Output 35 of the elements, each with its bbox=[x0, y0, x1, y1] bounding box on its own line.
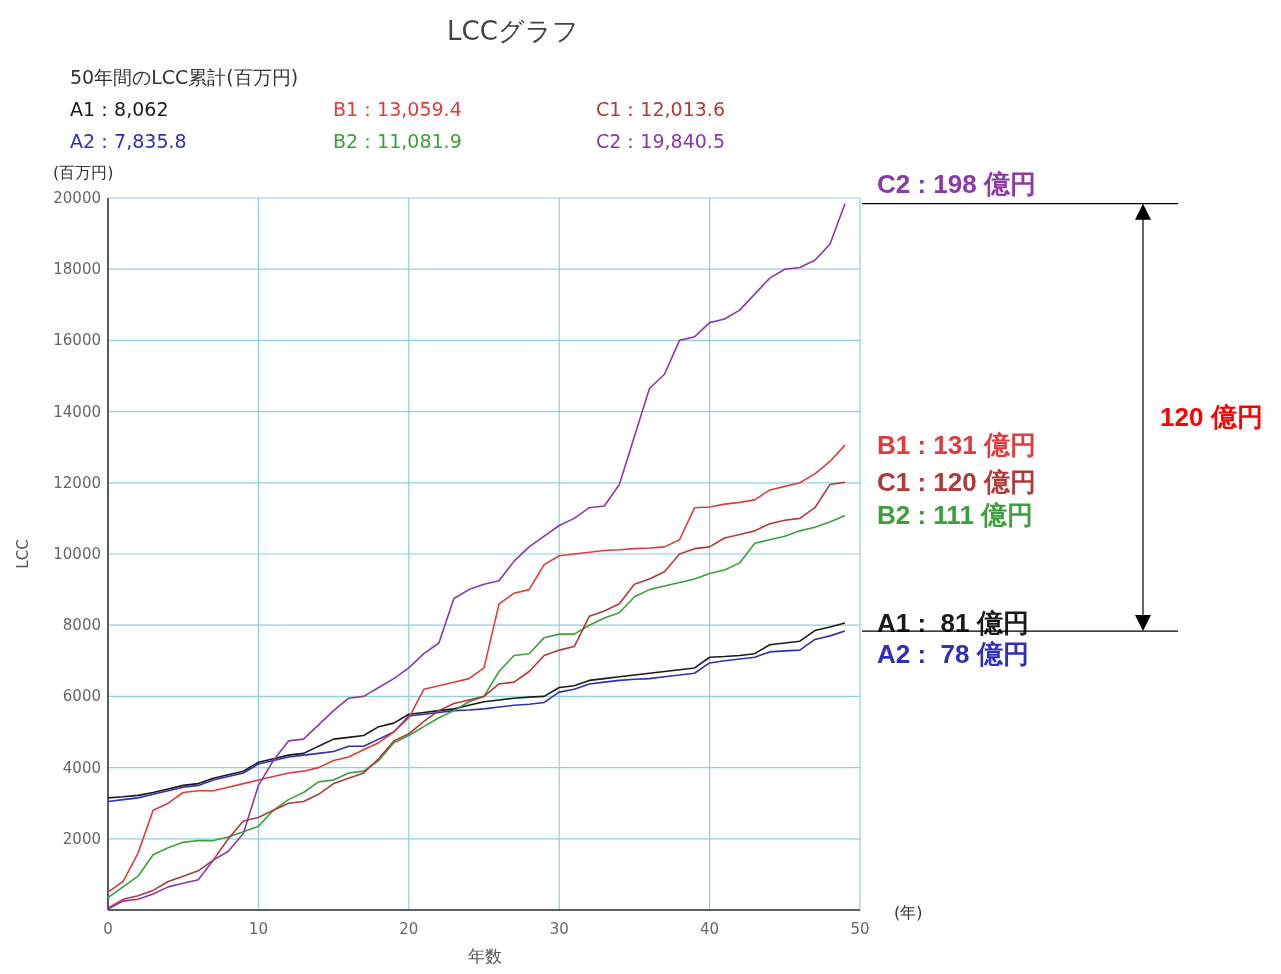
y-tick-label: 20000 bbox=[53, 189, 101, 207]
y-tick-label: 12000 bbox=[53, 473, 101, 492]
x-tick-label: 20 bbox=[399, 920, 419, 938]
y-tick-label: 4000 bbox=[62, 758, 101, 777]
legend-title: 50年間のLCC累計(百万円) bbox=[70, 66, 299, 88]
line-series bbox=[107, 202, 846, 910]
y-tick-label: 16000 bbox=[53, 331, 101, 350]
text: (百万円) bbox=[53, 163, 114, 182]
text: C1：12,013.6 bbox=[596, 98, 725, 120]
text: C2：19,840.5 bbox=[596, 130, 725, 152]
text: A1：8,062 bbox=[70, 98, 169, 120]
chart-title: LCCグラフ bbox=[447, 16, 579, 46]
y-tick-label: 10000 bbox=[53, 545, 101, 563]
y-tick-label: 2000 bbox=[62, 829, 101, 848]
x-tick-label: 10 bbox=[248, 920, 268, 938]
text: A2 : 78 億円 bbox=[877, 638, 1029, 669]
text: B2 : 111 億円 bbox=[877, 500, 1034, 531]
text: C2 : 198 億円 bbox=[877, 168, 1036, 199]
text: B2：11,081.9 bbox=[333, 130, 462, 152]
text: 120 億円 bbox=[1160, 402, 1263, 433]
text: A2：7,835.8 bbox=[70, 130, 187, 152]
x-tick-label: 30 bbox=[549, 920, 569, 938]
x-axis-title: 年数 bbox=[468, 946, 502, 966]
y-tick-label: 8000 bbox=[62, 616, 101, 635]
text: B1 : 131 億円 bbox=[877, 430, 1036, 461]
y-axis-title: LCC bbox=[14, 539, 32, 569]
x-tick-label: 0 bbox=[103, 920, 113, 938]
text: B1：13,059.4 bbox=[333, 98, 462, 120]
x-tick-label: 50 bbox=[850, 920, 870, 938]
text: (年) bbox=[894, 903, 923, 922]
text: C1 : 120 億円 bbox=[877, 467, 1036, 498]
y-tick-label: 14000 bbox=[53, 402, 101, 421]
y-tick-label: 18000 bbox=[53, 260, 101, 279]
x-tick-label: 40 bbox=[700, 920, 720, 938]
y-tick-label: 6000 bbox=[62, 687, 101, 706]
